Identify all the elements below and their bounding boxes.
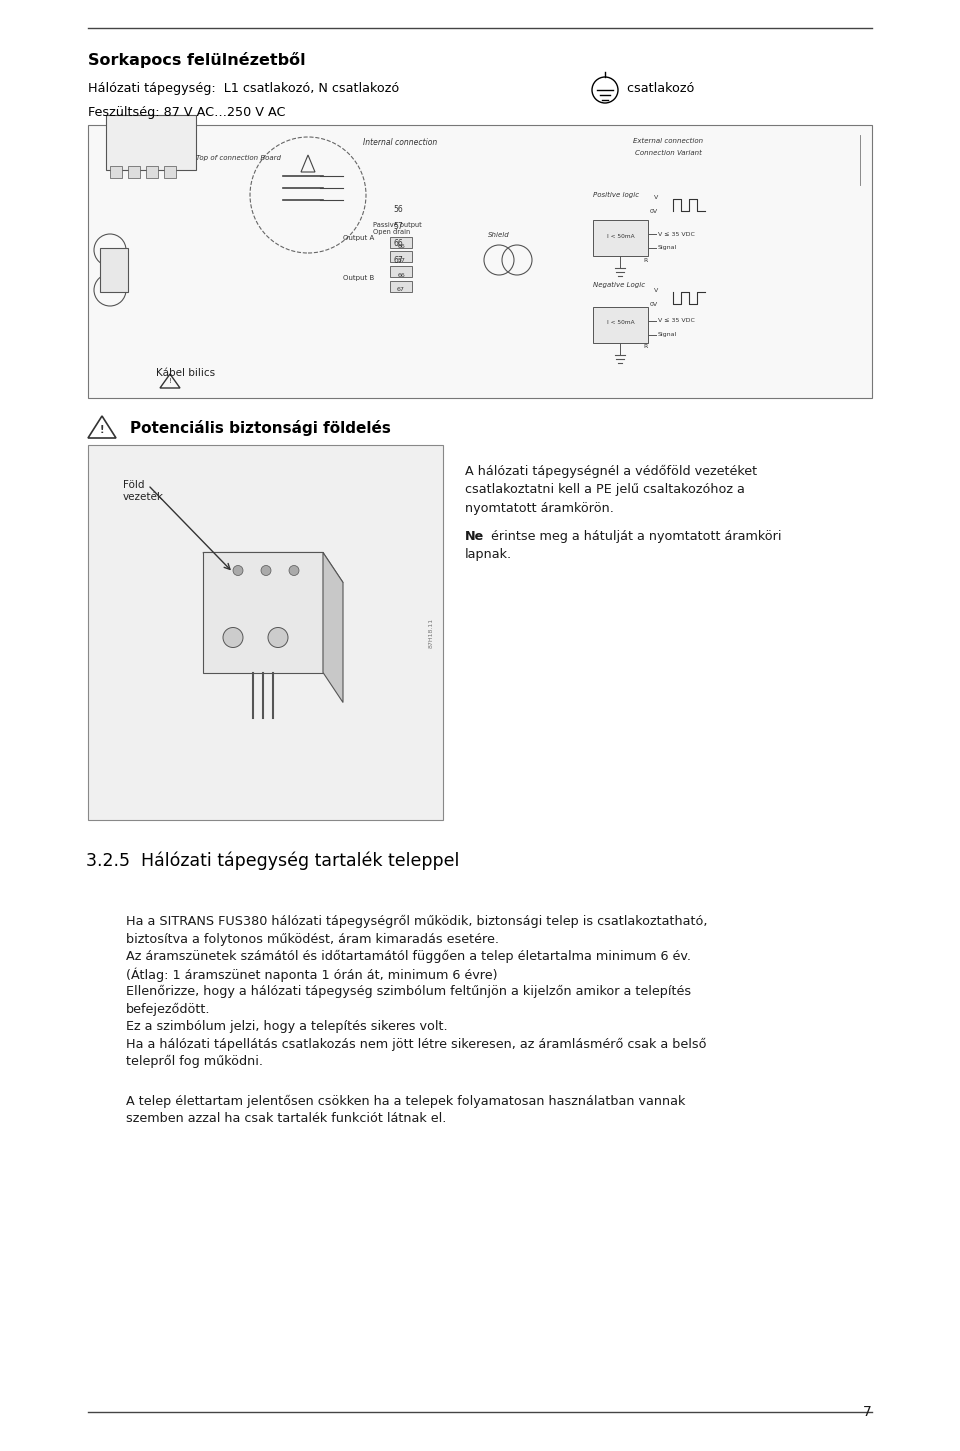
Text: Signal: Signal <box>658 245 677 251</box>
Text: szemben azzal ha csak tartalék funkciót látnak el.: szemben azzal ha csak tartalék funkciót … <box>126 1111 446 1125</box>
Text: 66: 66 <box>394 239 403 248</box>
Text: csatlakoztatni kell a PE jelű csaltakozóhoz a: csatlakoztatni kell a PE jelű csaltakozó… <box>465 483 745 496</box>
Text: 0V: 0V <box>650 302 658 308</box>
Bar <box>146 165 158 178</box>
Text: 67: 67 <box>394 255 403 266</box>
Bar <box>593 221 648 255</box>
Text: 66: 66 <box>397 273 405 279</box>
Circle shape <box>289 566 299 576</box>
Text: R: R <box>643 344 647 350</box>
Bar <box>100 248 128 292</box>
Text: 57: 57 <box>397 258 405 264</box>
Bar <box>88 125 872 398</box>
Text: telepről fog működni.: telepről fog működni. <box>126 1055 263 1068</box>
Text: Föld
vezeték: Föld vezeték <box>123 480 164 502</box>
Text: Ha a hálózati tápellátás csatlakozás nem jött létre sikeresen, az áramlásmérő cs: Ha a hálózati tápellátás csatlakozás nem… <box>126 1037 707 1051</box>
Text: Connection Variant: Connection Variant <box>635 149 702 157</box>
Text: V: V <box>654 289 658 293</box>
Circle shape <box>268 627 288 647</box>
Text: Feszültség: 87 V AC…250 V AC: Feszültség: 87 V AC…250 V AC <box>88 106 285 119</box>
Text: Passive output
Open drain: Passive output Open drain <box>373 222 421 235</box>
Text: nyomtatott áramkörön.: nyomtatott áramkörön. <box>465 502 613 515</box>
Text: érintse meg a hátulját a nyomtatott áramköri: érintse meg a hátulját a nyomtatott áram… <box>487 530 781 543</box>
Text: Output A: Output A <box>343 235 374 241</box>
Text: V ≤ 35 VDC: V ≤ 35 VDC <box>658 232 695 237</box>
Text: 67: 67 <box>397 287 405 293</box>
Text: !: ! <box>169 379 172 385</box>
Bar <box>390 237 412 248</box>
Text: Signal: Signal <box>658 332 677 338</box>
Text: !: ! <box>100 425 105 435</box>
Text: Ellenőrizze, hogy a hálózati tápegység szimbólum feltűnjön a kijelzőn amikor a t: Ellenőrizze, hogy a hálózati tápegység s… <box>126 985 691 998</box>
Polygon shape <box>323 553 343 702</box>
Text: Top of connection Board: Top of connection Board <box>196 155 280 161</box>
Text: Potenciális biztonsági földelés: Potenciális biztonsági földelés <box>130 419 391 435</box>
Text: V: V <box>654 196 658 200</box>
Text: A hálózati tápegységnél a védőföld vezetéket: A hálózati tápegységnél a védőföld vezet… <box>465 464 757 479</box>
Text: I < 50mA: I < 50mA <box>607 321 635 325</box>
Bar <box>164 165 176 178</box>
Text: (Átlag: 1 áramszünet naponta 1 órán át, minimum 6 évre): (Átlag: 1 áramszünet naponta 1 órán át, … <box>126 968 497 982</box>
Text: 87H18.11: 87H18.11 <box>428 618 434 647</box>
Polygon shape <box>203 553 343 582</box>
Text: Internal connection: Internal connection <box>363 138 437 147</box>
Text: Hálózati tápegység:  L1 csatlakozó, N csatlakozó: Hálózati tápegység: L1 csatlakozó, N csa… <box>88 83 403 94</box>
Bar <box>390 266 412 277</box>
Text: 0V: 0V <box>650 209 658 215</box>
Bar <box>390 251 412 263</box>
Text: Positive logic: Positive logic <box>593 192 639 199</box>
Text: Sorkapocs felülnézetből: Sorkapocs felülnézetből <box>88 52 305 68</box>
Text: 56: 56 <box>394 205 403 213</box>
Text: Kábel bilics: Kábel bilics <box>156 369 215 379</box>
Polygon shape <box>203 553 323 672</box>
Bar <box>106 115 196 170</box>
Text: I < 50mA: I < 50mA <box>607 234 635 238</box>
Text: Az áramszünetek számától és időtartamától függően a telep életartalma minimum 6 : Az áramszünetek számától és időtartamátó… <box>126 950 691 963</box>
Bar <box>110 165 122 178</box>
Circle shape <box>261 566 271 576</box>
Text: Ez a szimbólum jelzi, hogy a telepítés sikeres volt.: Ez a szimbólum jelzi, hogy a telepítés s… <box>126 1020 447 1033</box>
Text: A telep élettartam jelentősen csökken ha a telepek folyamatosan használatban van: A telep élettartam jelentősen csökken ha… <box>126 1094 685 1107</box>
Text: 66: 66 <box>397 244 405 250</box>
Text: csatlakozó: csatlakozó <box>623 83 694 94</box>
Text: External connection: External connection <box>633 138 703 144</box>
Text: Output B: Output B <box>343 276 374 281</box>
Text: R: R <box>643 257 647 263</box>
Text: Ne: Ne <box>465 530 484 543</box>
Circle shape <box>233 566 243 576</box>
Text: 57: 57 <box>394 222 403 231</box>
Text: V ≤ 35 VDC: V ≤ 35 VDC <box>658 319 695 324</box>
Text: Shield: Shield <box>488 232 510 238</box>
Bar <box>390 280 412 292</box>
Bar <box>593 308 648 342</box>
Text: Ha a SITRANS FUS380 hálózati tápegységről működik, biztonsági telep is csatlakoz: Ha a SITRANS FUS380 hálózati tápegységrő… <box>126 916 708 929</box>
Text: befejeződött.: befejeződött. <box>126 1003 210 1016</box>
Bar <box>128 165 140 178</box>
Text: 7: 7 <box>863 1405 872 1419</box>
Bar <box>88 445 443 820</box>
Text: lapnak.: lapnak. <box>465 548 512 562</box>
Text: biztosítva a folytonos működést, áram kimaradás esetére.: biztosítva a folytonos működést, áram ki… <box>126 933 499 946</box>
Text: 3.2.5  Hálózati tápegység tartalék teleppel: 3.2.5 Hálózati tápegység tartalék telepp… <box>86 852 460 871</box>
Text: Negative Logic: Negative Logic <box>593 281 645 289</box>
Circle shape <box>223 627 243 647</box>
